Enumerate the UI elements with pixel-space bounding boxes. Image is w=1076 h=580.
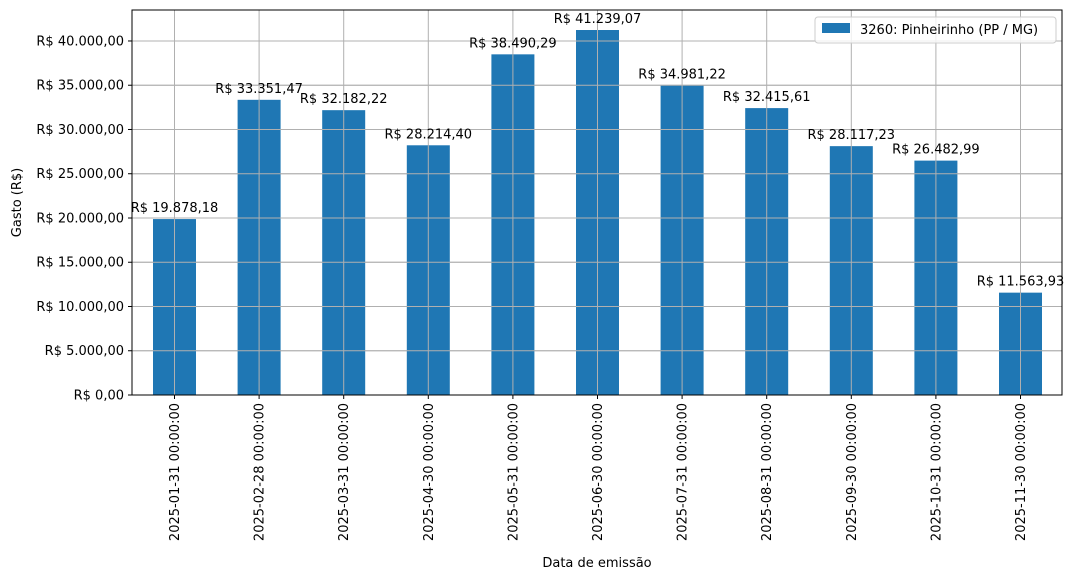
x-tick-label: 2025-10-31 00:00:00 xyxy=(929,403,944,541)
bar-value-label: R$ 28.214,40 xyxy=(384,127,472,142)
x-tick-label: 2025-01-31 00:00:00 xyxy=(168,403,183,541)
y-tick-label: R$ 10.000,00 xyxy=(36,300,124,315)
x-tick-label: 2025-05-31 00:00:00 xyxy=(506,403,521,541)
y-tick-label: R$ 5.000,00 xyxy=(45,344,124,359)
y-tick-label: R$ 30.000,00 xyxy=(36,123,124,138)
x-tick-label: 2025-07-31 00:00:00 xyxy=(676,403,691,541)
y-axis: R$ 0,00 R$ 5.000,00 R$ 10.000,00 R$ 15.000,… xyxy=(36,34,132,404)
legend-entry: 3260: Pinheirinho (PP / MG) xyxy=(860,23,1038,38)
y-tick-label: R$ 0,00 xyxy=(74,389,124,404)
bar-value-label: R$ 32.182,22 xyxy=(300,92,388,107)
bar-value-label: R$ 33.351,47 xyxy=(215,82,303,97)
x-tick-label: 2025-03-31 00:00:00 xyxy=(337,403,352,541)
data-labels: R$ 19.878,18 R$ 33.351,47R$ 32.182,22 R$ 2… xyxy=(131,12,1065,396)
y-tick-label: R$ 25.000,00 xyxy=(36,167,124,182)
x-axis-label: Data de emissão xyxy=(542,556,651,571)
bar-value-label: R$ 11.563,93 xyxy=(977,275,1065,290)
x-tick-label: 2025-08-31 00:00:00 xyxy=(760,403,775,541)
bar-value-label: R$ 26.482,99 xyxy=(892,143,980,158)
bar-value-label: R$ 28.117,23 xyxy=(807,128,895,143)
x-tick-label: 2025-06-30 00:00:00 xyxy=(591,403,606,541)
y-tick-label: R$ 40.000,00 xyxy=(36,34,124,49)
legend-swatch xyxy=(822,23,850,33)
bar-value-label: R$ 19.878,18 xyxy=(131,201,219,216)
legend-box xyxy=(814,16,1057,44)
x-tick-label: 2025-11-30 00:00:00 xyxy=(1014,403,1029,541)
x-tick-label: 2025-04-30 00:00:00 xyxy=(422,403,437,541)
bar-value-label: R$ 38.490,29 xyxy=(469,36,557,51)
bar-value-label: R$ 34.981,22 xyxy=(638,67,726,82)
y-tick-label: R$ 20.000,00 xyxy=(36,211,124,226)
y-tick-label: R$ 15.000,00 xyxy=(36,256,124,271)
x-tick-label: 2025-02-28 00:00:00 xyxy=(253,403,268,541)
bar-value-label: R$ 32.415,61 xyxy=(723,90,811,105)
x-axis: 2025-01-31 00:00:00 2025-02-28 00:00:00 20… xyxy=(168,395,1029,541)
bar-value-label: R$ 41.239,07 xyxy=(554,12,642,27)
y-tick-label: R$ 35.000,00 xyxy=(36,79,124,94)
legend: 3260: Pinheirinho (PP / MG) xyxy=(814,16,1057,44)
y-axis-label: Gasto (R$) xyxy=(10,168,25,237)
x-tick-label: 2025-09-30 00:00:00 xyxy=(845,403,860,541)
